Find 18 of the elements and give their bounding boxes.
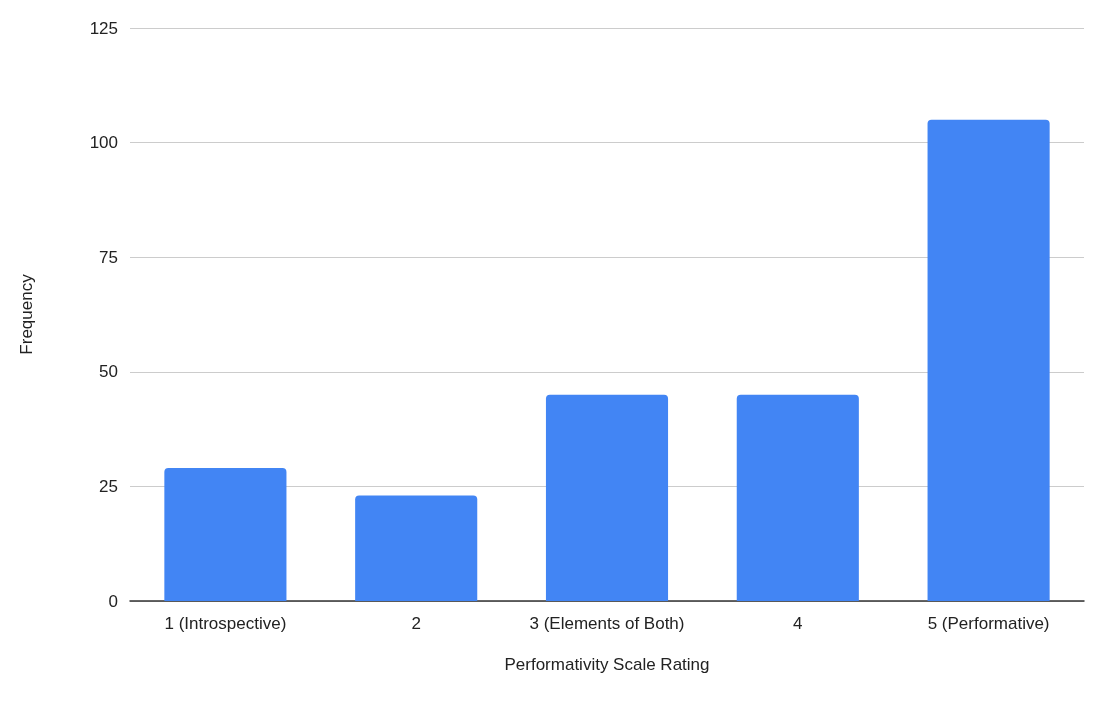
- x-axis-title: Performativity Scale Rating: [504, 655, 710, 674]
- y-tick-label: 75: [99, 247, 118, 267]
- bar: [164, 468, 287, 601]
- y-axis-title: Frequency: [17, 273, 36, 355]
- bar: [927, 119, 1050, 601]
- y-tick-label: 0: [108, 591, 118, 611]
- x-tick-label: 3 (Elements of Both): [529, 614, 685, 633]
- bar: [736, 394, 859, 601]
- x-tick-label: 4: [793, 614, 803, 633]
- x-tick-label: 2: [411, 614, 421, 633]
- y-tick-label: 100: [89, 133, 118, 153]
- y-tick-label: 50: [99, 362, 118, 382]
- bar: [355, 495, 478, 601]
- bar: [545, 394, 669, 601]
- x-tick-label: 1 (Introspective): [164, 614, 287, 633]
- x-tick-label: 5 (Performative): [927, 614, 1050, 633]
- y-tick-label: 25: [99, 476, 118, 496]
- y-tick-label: 125: [89, 18, 118, 38]
